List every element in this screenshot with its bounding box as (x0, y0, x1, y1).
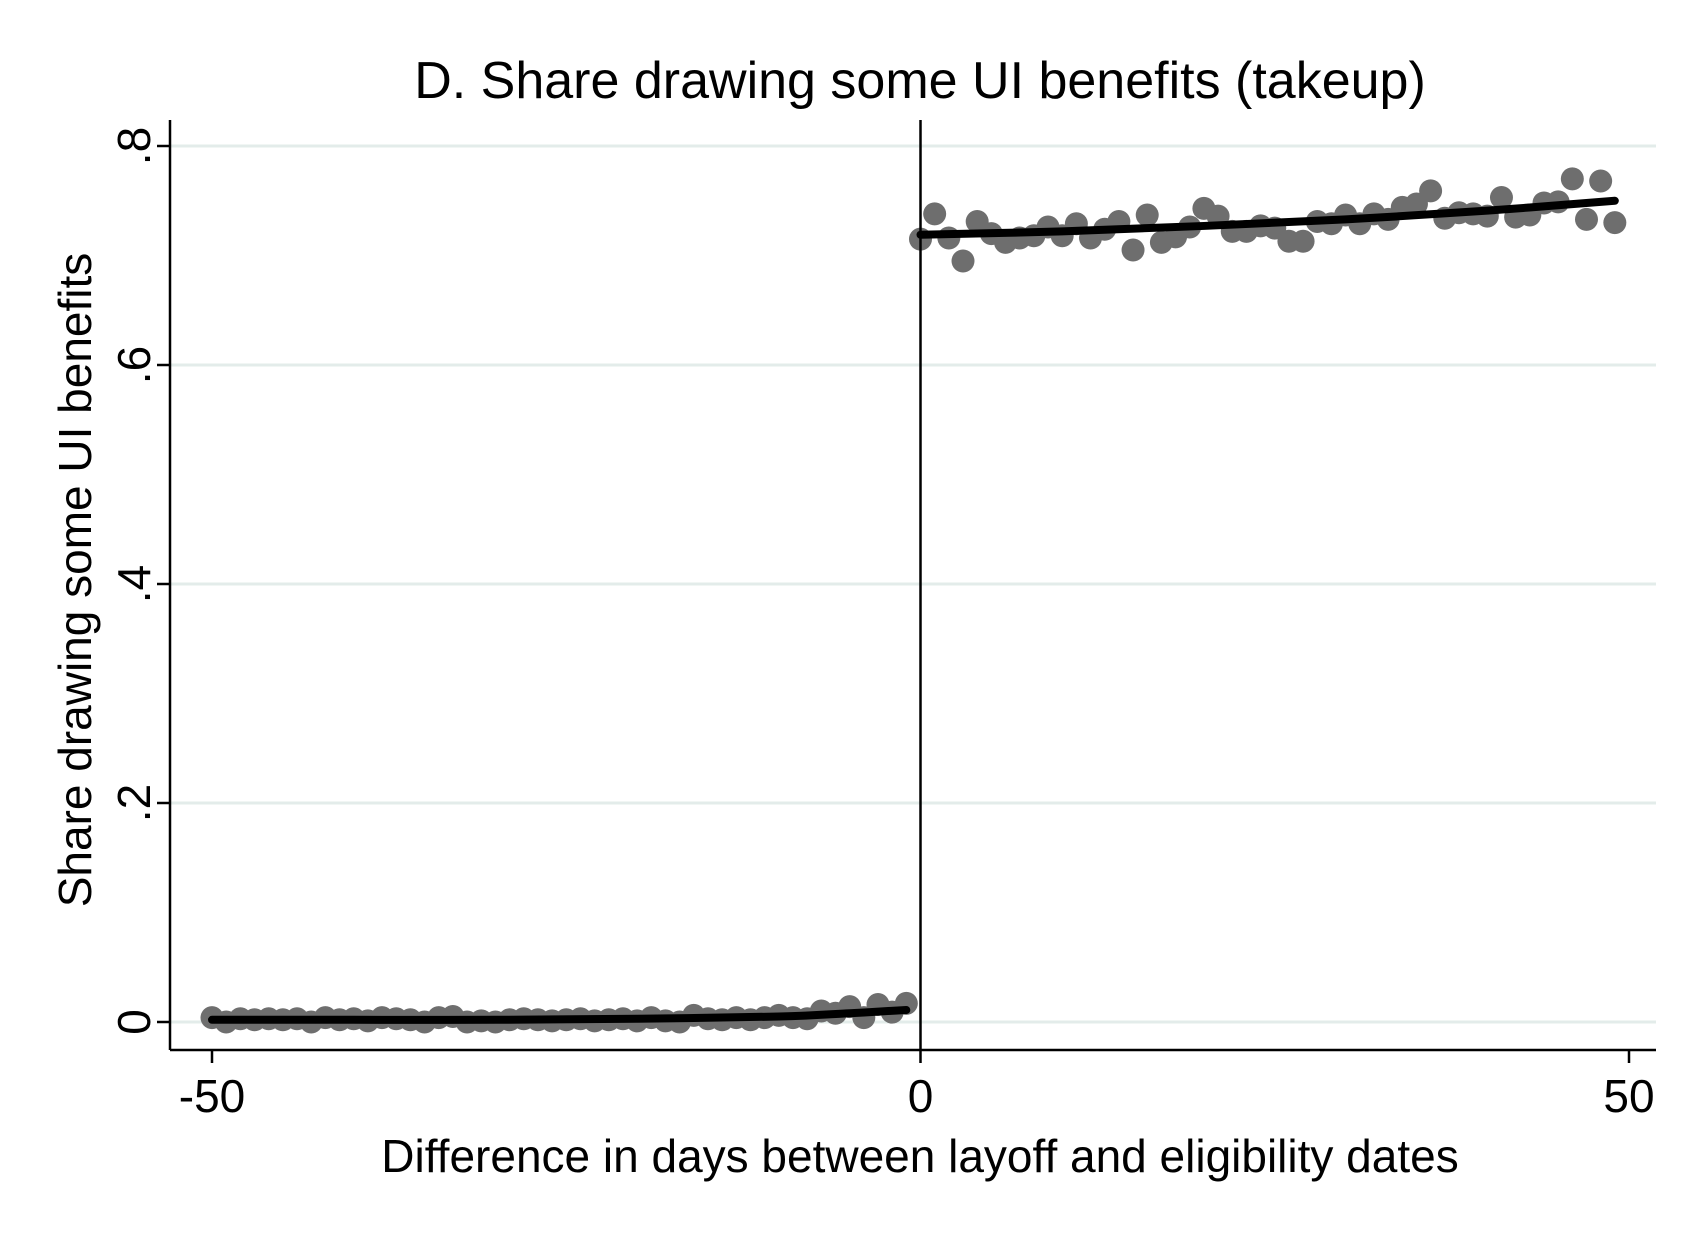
x-tick-label: 0 (908, 1070, 934, 1122)
data-point (1419, 179, 1443, 203)
chart-title: D. Share drawing some UI benefits (takeu… (414, 52, 1426, 110)
fit-line-right (916, 196, 1619, 239)
y-tick-label: .2 (108, 784, 160, 822)
y-tick-label: 0 (108, 1009, 160, 1035)
data-point (1560, 167, 1584, 191)
x-tick-label: -50 (179, 1070, 245, 1122)
y-axis-label: Share drawing some UI benefits (49, 253, 101, 908)
axes (157, 120, 1656, 1063)
y-tick-label: .6 (108, 346, 160, 384)
x-tick-label: 50 (1603, 1070, 1654, 1122)
tick-labels: 0 .2 .4 .6 .8 -50 0 50 (108, 127, 1655, 1122)
fit-lines (208, 196, 1619, 1024)
data-point (923, 202, 947, 226)
data-point (1574, 207, 1598, 231)
data-point (1589, 169, 1613, 193)
data-point (1121, 238, 1145, 262)
data-point (1135, 203, 1159, 227)
fit-line-left (208, 1005, 911, 1024)
x-axis-label: Difference in days between layoff and el… (381, 1130, 1458, 1182)
data-point (1603, 211, 1627, 235)
data-point (1291, 229, 1315, 253)
data-point (951, 249, 975, 273)
y-tick-label: .4 (108, 565, 160, 603)
y-tick-label: .8 (108, 127, 160, 165)
data-point (1489, 185, 1513, 209)
